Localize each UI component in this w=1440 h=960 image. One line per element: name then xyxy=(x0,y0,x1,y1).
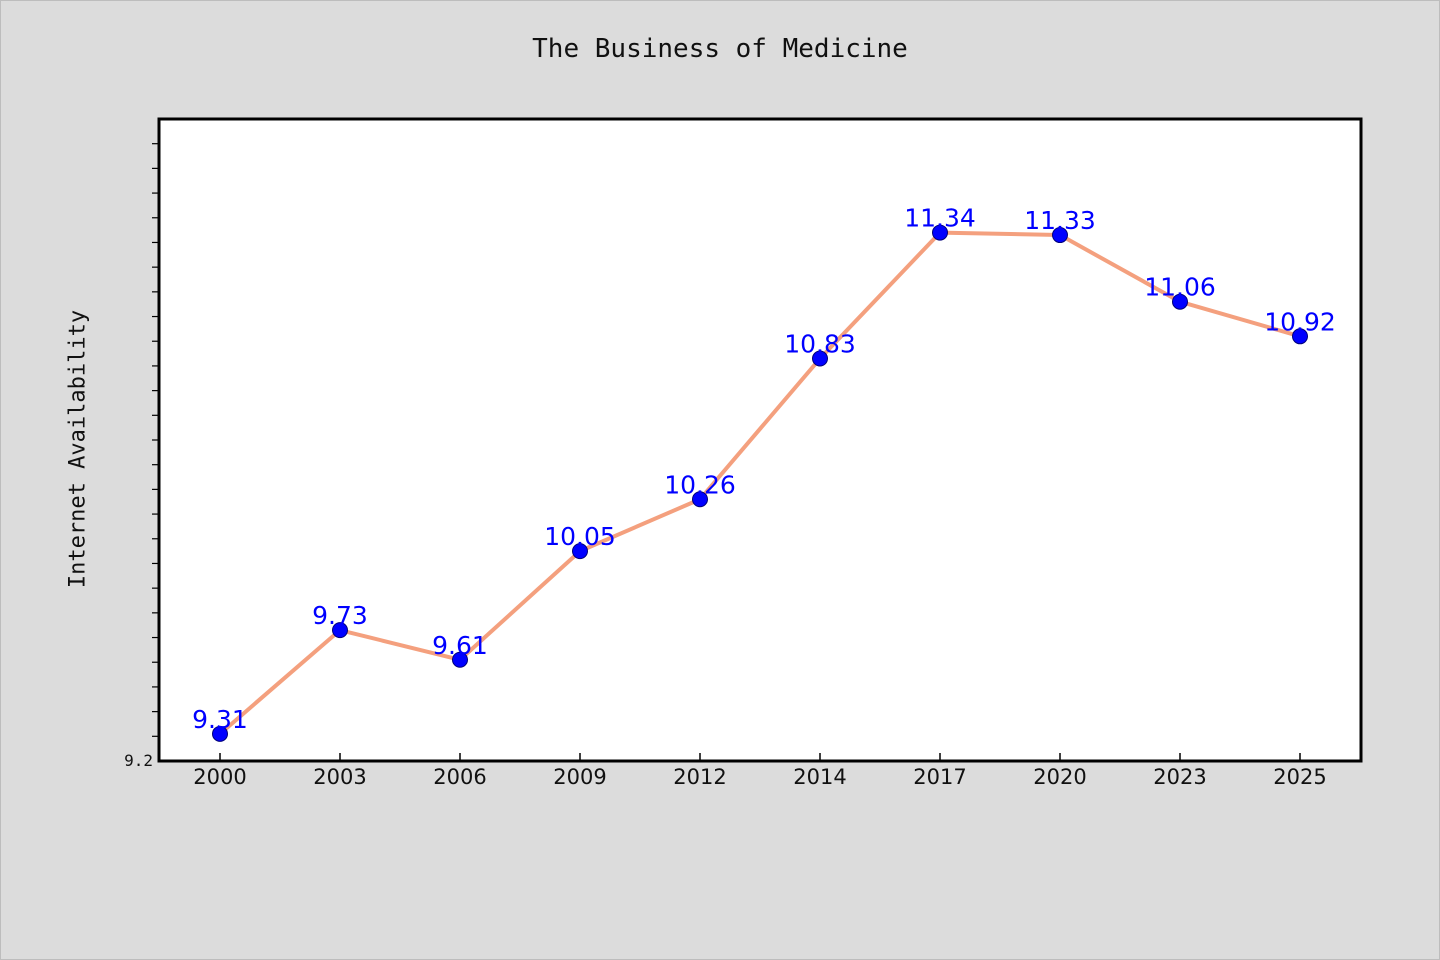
data-label: 11.33 xyxy=(1024,206,1096,235)
x-tick-label: 2009 xyxy=(553,765,606,789)
x-tick-label: 2014 xyxy=(793,765,846,789)
data-label: 11.06 xyxy=(1144,273,1216,302)
data-label: 10.26 xyxy=(664,470,736,499)
y-min-tick-label: 9.2 xyxy=(124,751,153,770)
x-tick-label: 2012 xyxy=(673,765,726,789)
x-tick-label: 2017 xyxy=(913,765,966,789)
data-point xyxy=(1292,328,1308,345)
plot-area xyxy=(157,117,1363,763)
data-point xyxy=(332,622,348,639)
data-label: 9.73 xyxy=(312,601,368,630)
data-label: 9.61 xyxy=(432,631,488,660)
y-axis-ticks xyxy=(152,143,159,737)
data-point xyxy=(572,543,588,560)
data-label: 10.83 xyxy=(784,330,856,359)
data-label: 11.34 xyxy=(904,204,976,233)
data-point xyxy=(1052,227,1068,244)
x-axis: 2000 2003 2006 2009 2012 2014 2017 2020 2023 2025 xyxy=(193,753,1327,789)
data-label: 10.05 xyxy=(544,522,616,551)
data-point xyxy=(212,725,228,742)
x-tick-label: 2023 xyxy=(1153,765,1206,789)
x-tick-label: 2000 xyxy=(193,765,246,789)
data-point xyxy=(692,491,708,508)
data-point xyxy=(932,224,948,241)
series-line xyxy=(218,230,1302,736)
x-tick-label: 2003 xyxy=(313,765,366,789)
chart-title: The Business of Medicine xyxy=(532,34,908,64)
data-labels: 9.31 9.73 9.61 10.05 10.26 10.83 11.34 11.33 11.… xyxy=(192,204,1336,734)
data-point xyxy=(812,350,828,367)
x-tick-label: 2025 xyxy=(1273,765,1326,789)
x-tick-label: 2020 xyxy=(1033,765,1086,789)
data-point xyxy=(1172,293,1188,310)
x-tick-label: 2006 xyxy=(433,765,486,789)
data-label: 9.31 xyxy=(192,705,248,734)
data-point xyxy=(452,651,468,668)
data-label: 10.92 xyxy=(1264,307,1336,336)
data-points xyxy=(212,224,1308,742)
